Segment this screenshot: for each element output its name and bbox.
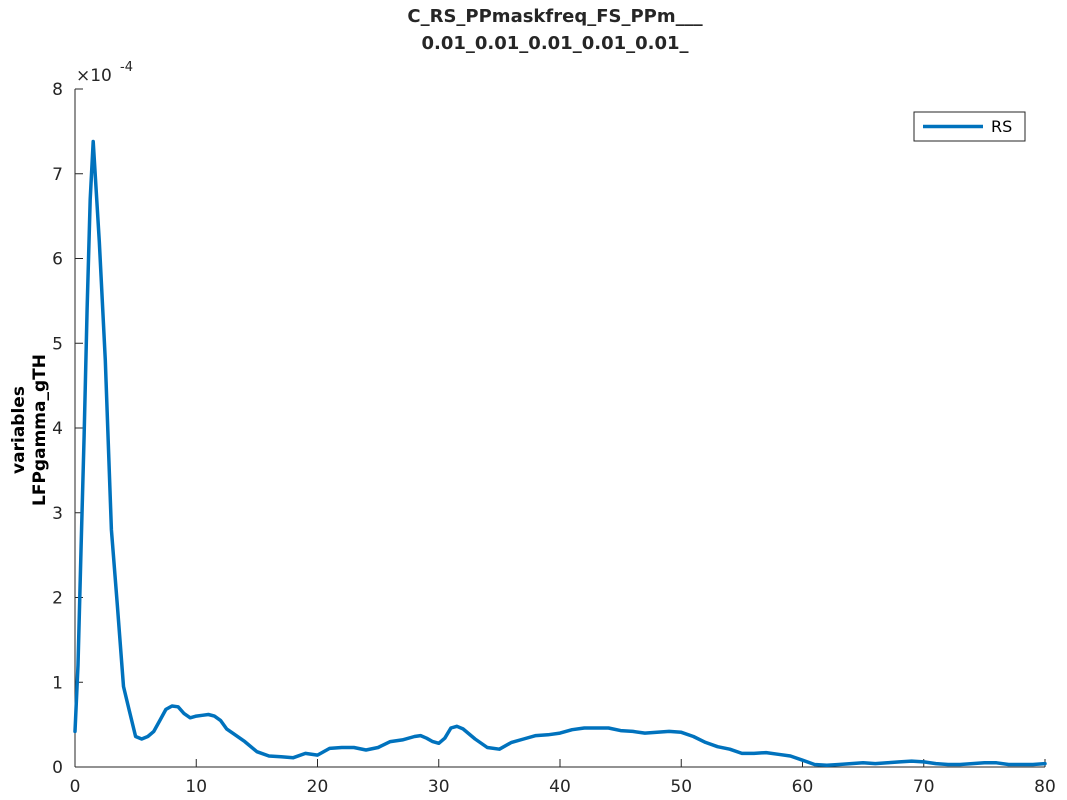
x-tick-label: 0 xyxy=(70,777,81,797)
x-tick-label: 10 xyxy=(185,777,207,797)
y-axis-label-line2: LFPgamma_gTH xyxy=(30,354,50,506)
y-tick-label: 3 xyxy=(52,504,63,524)
legend: RS xyxy=(913,111,1026,142)
axes xyxy=(74,88,1046,768)
y-tick-label: 5 xyxy=(52,334,63,354)
series-line-rs xyxy=(73,139,1047,768)
x-tick-label: 60 xyxy=(792,777,814,797)
series-layer xyxy=(73,139,1047,768)
y-tick-label: 1 xyxy=(52,673,63,693)
y-tick-label: 6 xyxy=(52,250,63,270)
chart-title-line2: 0.01_0.01_0.01_0.01_0.01_ xyxy=(421,33,689,54)
x-tick-label: 80 xyxy=(1034,777,1056,797)
x-tick-label: 70 xyxy=(913,777,935,797)
y-tick-label: 4 xyxy=(52,419,63,439)
y-exponent-label: ×10 xyxy=(76,66,112,86)
y-axis-label-line1: variables xyxy=(9,386,29,474)
y-exponent-power: -4 xyxy=(120,60,133,75)
y-tick-label: 0 xyxy=(52,758,63,778)
y-tick-label: 2 xyxy=(52,589,63,609)
x-tick-label: 30 xyxy=(428,777,450,797)
legend-label-rs: RS xyxy=(991,117,1012,136)
y-tick-label: 7 xyxy=(52,165,63,185)
x-tick-label: 40 xyxy=(549,777,571,797)
x-tick-label: 20 xyxy=(307,777,329,797)
y-tick-label: 8 xyxy=(52,80,63,100)
chart-title-line1: C_RS_PPmaskfreq_FS_PPm___ xyxy=(407,6,703,27)
x-tick-label: 50 xyxy=(670,777,692,797)
tick-labels: 0 10 20 30 40 50 60 70 80 0 1 2 3 4 5 6 7 8 xyxy=(52,80,1056,797)
